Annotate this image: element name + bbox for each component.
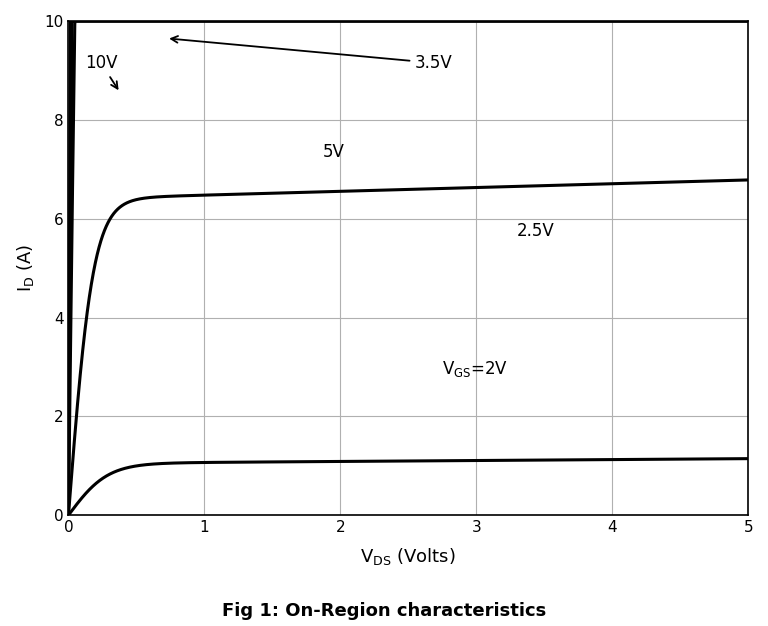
Text: 2.5V: 2.5V bbox=[517, 222, 554, 240]
Text: Fig 1: On-Region characteristics: Fig 1: On-Region characteristics bbox=[222, 602, 546, 620]
Text: 10V: 10V bbox=[84, 54, 118, 89]
Text: $\mathregular{V_{GS}}$=2V: $\mathregular{V_{GS}}$=2V bbox=[442, 359, 508, 379]
X-axis label: $\mathregular{V_{DS}}$ (Volts): $\mathregular{V_{DS}}$ (Volts) bbox=[360, 546, 456, 567]
Y-axis label: $\mathregular{I_D}$ (A): $\mathregular{I_D}$ (A) bbox=[15, 244, 36, 292]
Text: 5V: 5V bbox=[323, 143, 345, 161]
Text: 3.5V: 3.5V bbox=[171, 36, 453, 72]
